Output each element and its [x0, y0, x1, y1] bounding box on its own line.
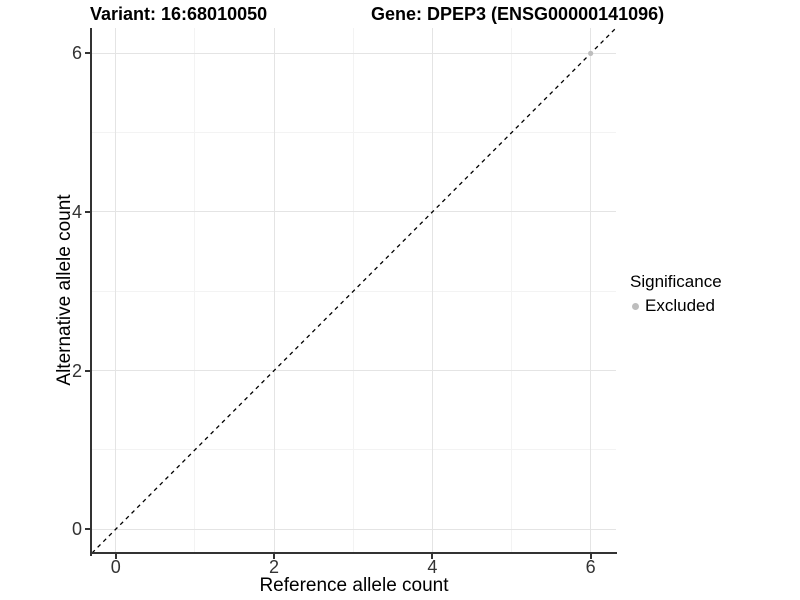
- legend-title: Significance: [630, 272, 722, 291]
- gridline-major-y: [92, 52, 616, 54]
- y-tick-label: 6: [71, 43, 82, 64]
- x-axis-tick: [114, 554, 117, 559]
- x-axis-line: [90, 552, 617, 554]
- y-axis-tick: [85, 210, 90, 213]
- legend-point-icon: [632, 302, 639, 310]
- legend-item-excluded: Excluded: [630, 296, 722, 316]
- x-axis-title: Reference allele count: [259, 575, 449, 596]
- gridline-major-x: [273, 28, 275, 553]
- x-tick-label: 2: [269, 557, 280, 577]
- gridline-minor-y: [92, 132, 616, 134]
- legend: Significance Excluded: [630, 272, 722, 316]
- gridline-major-x: [590, 28, 592, 553]
- gridline-major-x: [115, 28, 117, 553]
- legend-item-label: Excluded: [645, 296, 715, 316]
- panel-canvas: [92, 28, 616, 553]
- y-tick-label: 2: [71, 360, 82, 381]
- y-axis-title: Alternative allele count: [54, 194, 75, 386]
- gridline-major-y: [92, 528, 616, 530]
- plot-title-gene: Gene: DPEP3 (ENSG00000141096): [371, 4, 665, 24]
- gridline-major-y: [92, 211, 616, 213]
- y-axis-tick: [85, 52, 90, 55]
- y-axis-tick: [85, 369, 90, 372]
- x-axis-tick: [431, 554, 434, 559]
- gridline-minor-y: [92, 449, 616, 451]
- x-tick-label: 0: [110, 557, 121, 577]
- gridline-major-y: [92, 370, 616, 372]
- x-axis-tick: [589, 554, 592, 559]
- y-tick-label: 4: [71, 201, 82, 222]
- identity-dashed-line: [92, 28, 616, 553]
- plot-panel: [92, 28, 616, 553]
- gridline-minor-x: [194, 28, 196, 553]
- y-axis-line: [90, 28, 92, 556]
- x-tick-label: 6: [585, 557, 596, 577]
- x-tick-label: 4: [427, 557, 438, 577]
- gridline-minor-x: [511, 28, 513, 553]
- data-point-excluded: [588, 50, 594, 56]
- gridline-major-x: [431, 28, 433, 553]
- plot-title-variant: Variant: 16:68010050: [90, 4, 268, 24]
- y-tick-label: 0: [71, 519, 82, 540]
- y-axis-tick: [85, 528, 90, 531]
- x-axis-tick: [273, 554, 276, 559]
